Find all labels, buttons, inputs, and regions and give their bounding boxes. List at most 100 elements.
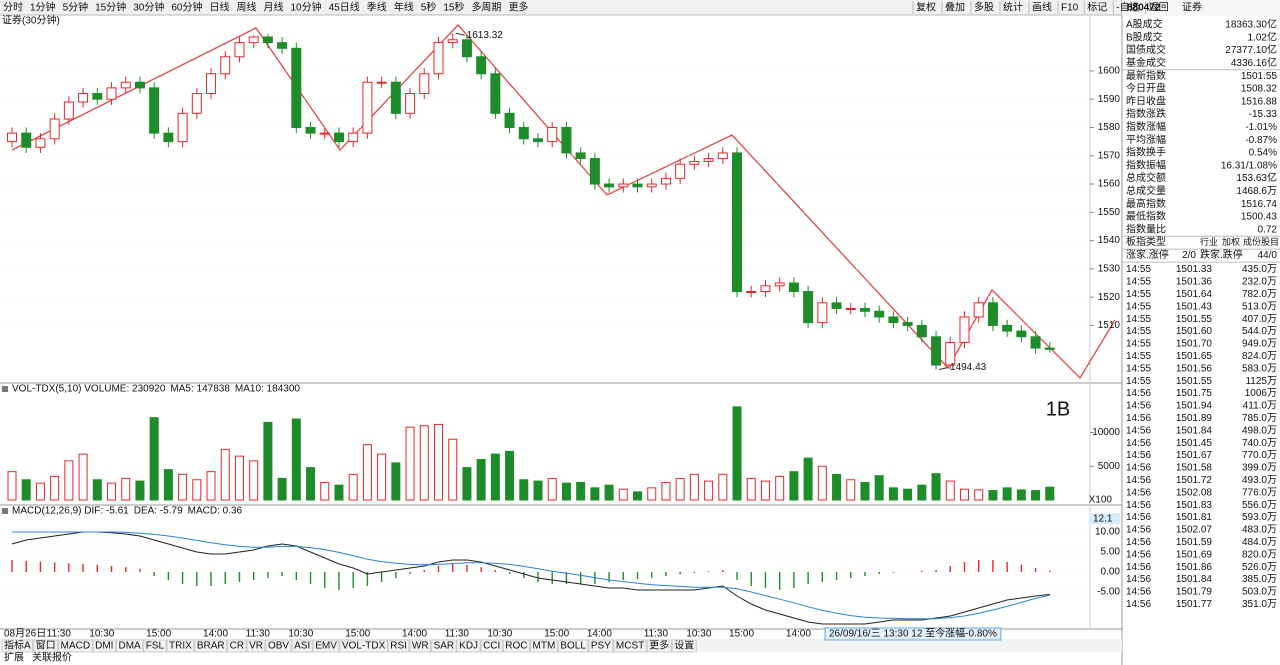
quote-value: 0.72 <box>1258 224 1278 235</box>
y-tick-label: 1580 <box>1098 122 1121 133</box>
period-button[interactable]: 10分钟 <box>291 1 322 14</box>
bottom-tab[interactable]: 扩展 <box>4 651 24 664</box>
period-button[interactable]: 日线 <box>210 1 230 14</box>
indicator-tab[interactable]: EMV <box>315 641 337 652</box>
candle-body <box>646 183 657 188</box>
type-option[interactable]: 行业 <box>1200 236 1218 247</box>
period-button[interactable]: 60分钟 <box>171 1 202 14</box>
tool-button[interactable]: 统计 <box>1003 1 1023 14</box>
marker: 12.1 <box>1093 514 1113 525</box>
volume-bar <box>988 490 998 501</box>
quote-label: 总成交额 <box>1126 171 1166 184</box>
period-button[interactable]: 月线 <box>264 1 284 14</box>
indicator-tab[interactable]: VOL-TDX <box>342 641 386 652</box>
candle-body <box>817 302 828 324</box>
candle-body <box>419 73 430 95</box>
candle-body <box>632 183 643 188</box>
tick-price: 1501.64 <box>1176 289 1213 300</box>
period-button[interactable]: 30分钟 <box>133 1 164 14</box>
indicator-tab[interactable]: SAR <box>434 641 455 652</box>
period-button[interactable]: 1分钟 <box>30 1 56 14</box>
indicator-tab[interactable]: BOLL <box>560 641 586 652</box>
indicator-tab[interactable]: PSY <box>591 641 611 652</box>
tool-button[interactable]: 画线 <box>1032 1 1052 14</box>
tab-box <box>646 639 672 653</box>
toolbar-bg <box>0 0 1280 15</box>
tool-button[interactable]: 叠加 <box>945 2 965 14</box>
x-tick-label: 11:30 <box>47 629 72 640</box>
volume-bar <box>817 465 827 501</box>
tool-button[interactable]: 返回 <box>1149 2 1169 14</box>
quote-value: -15.33 <box>1249 109 1278 120</box>
indicator-tab[interactable]: WR <box>412 641 429 652</box>
quote-value: 0.54% <box>1249 148 1277 159</box>
period-button[interactable]: 5秒 <box>421 1 437 14</box>
candle-body <box>1016 330 1027 338</box>
type-option[interactable]: 加权 <box>1222 236 1240 247</box>
y-tick-label: 1550 <box>1098 207 1121 218</box>
tool-button[interactable]: 标记 <box>1087 2 1107 14</box>
candle-body <box>262 36 273 44</box>
volume-bar <box>220 448 230 501</box>
tool-button[interactable]: F10 <box>1061 3 1079 14</box>
quote-value: 1516.88 <box>1241 96 1278 107</box>
indicator-tab[interactable]: KDJ <box>459 641 478 652</box>
indicator-tab[interactable]: TRIX <box>169 641 192 652</box>
tab-box <box>58 639 93 653</box>
candle-body <box>206 73 217 95</box>
tab-box <box>671 639 697 653</box>
x-tick-label: 15:00 <box>146 629 171 640</box>
indicator-tab[interactable]: DMA <box>118 641 141 652</box>
period-button[interactable]: 年线 <box>394 1 414 14</box>
indicator-tab[interactable]: MCST <box>616 641 644 652</box>
indicator-tab[interactable]: 设置 <box>674 640 694 652</box>
tool-button[interactable]: -自选 <box>1116 1 1139 14</box>
indicator-tab[interactable]: 指标A <box>4 639 31 652</box>
panel-title: MA5: 147838 <box>170 384 230 395</box>
indicator-tab[interactable]: VR <box>249 641 263 652</box>
bottom-tab[interactable]: 关联报价 <box>32 651 72 664</box>
period-button[interactable]: 周线 <box>237 1 257 14</box>
volume-bar <box>448 438 458 501</box>
period-button[interactable]: 多周期 <box>471 1 501 14</box>
tab-box <box>530 639 558 653</box>
indicator-tab[interactable]: FSL <box>146 641 165 652</box>
type-option[interactable]: 成份股目 <box>1243 236 1279 247</box>
tool-button[interactable]: 多股 <box>974 1 994 14</box>
period-button[interactable]: 15秒 <box>443 1 464 14</box>
y-tick-label: 1530 <box>1098 264 1121 275</box>
candle-body <box>291 47 302 128</box>
tab-box <box>339 639 388 653</box>
indicator-tab[interactable]: RSI <box>390 641 407 652</box>
tick-price: 1501.94 <box>1176 401 1213 412</box>
indicator-tab[interactable]: BRAR <box>197 641 225 652</box>
tool-button[interactable]: 复权 <box>916 1 936 14</box>
period-button[interactable]: 分时 <box>3 2 23 14</box>
indicator-tab[interactable]: 更多 <box>649 639 669 652</box>
quote-value: 1.02亿 <box>1248 30 1277 43</box>
indicator-tab[interactable]: OBV <box>268 641 289 652</box>
indicator-tab[interactable]: MTM <box>533 641 556 652</box>
indicator-tab[interactable]: ASI <box>294 641 310 652</box>
period-button[interactable]: 5分钟 <box>63 1 89 14</box>
candle-body <box>1044 347 1055 350</box>
indicator-tab[interactable]: ROC <box>505 641 527 652</box>
legend-swatch <box>2 386 8 392</box>
quote-label: 指数涨跌 <box>1126 107 1166 120</box>
tick-volume: 498.0万 <box>1242 425 1277 436</box>
period-button[interactable]: 更多 <box>508 1 528 14</box>
period-button[interactable]: 15分钟 <box>95 1 126 14</box>
volume-bar <box>263 421 273 501</box>
period-button[interactable]: 45日线 <box>329 1 360 14</box>
tick-price: 1501.33 <box>1176 264 1213 275</box>
x-tick-label: 08月26日 <box>4 628 46 640</box>
trend-lines <box>11 24 1116 380</box>
volume-bar <box>746 477 756 501</box>
indicator-tab[interactable]: DMI <box>95 641 113 652</box>
indicator-tab[interactable]: CCI <box>483 641 500 652</box>
indicator-tab[interactable]: 窗口 <box>36 639 56 652</box>
period-button[interactable]: 季线 <box>367 1 387 14</box>
indicator-tab[interactable]: CR <box>230 641 244 652</box>
tab-box <box>557 639 589 653</box>
indicator-tab[interactable]: MACD <box>61 641 90 652</box>
